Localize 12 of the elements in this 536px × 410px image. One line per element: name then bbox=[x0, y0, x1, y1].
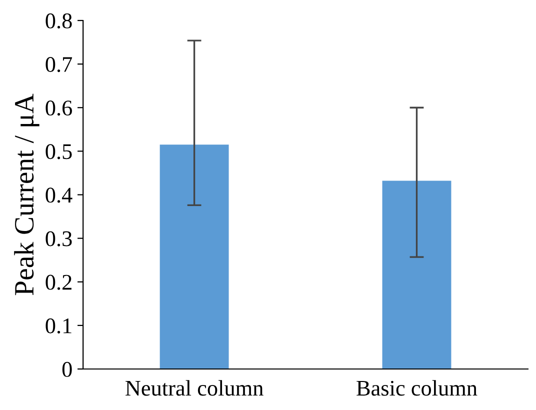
y-tick-label: 0.6 bbox=[46, 100, 72, 116]
x-tick-label: Neutral column bbox=[126, 380, 264, 396]
y-tick-label: 0.3 bbox=[46, 231, 72, 246]
x-tick-label: Basic column bbox=[356, 380, 478, 396]
y-tick-label: 0.1 bbox=[46, 318, 72, 334]
y-tick-label: 0.8 bbox=[46, 13, 72, 29]
y-tick-label: 0.7 bbox=[46, 56, 72, 72]
y-tick-label: 0.4 bbox=[46, 188, 72, 203]
y-tick-label: 0.5 bbox=[46, 144, 72, 160]
y-axis-title: Peak Current / μA bbox=[14, 94, 40, 296]
y-tick-label: 0 bbox=[62, 362, 72, 377]
y-tick-label: 0.2 bbox=[46, 274, 72, 290]
